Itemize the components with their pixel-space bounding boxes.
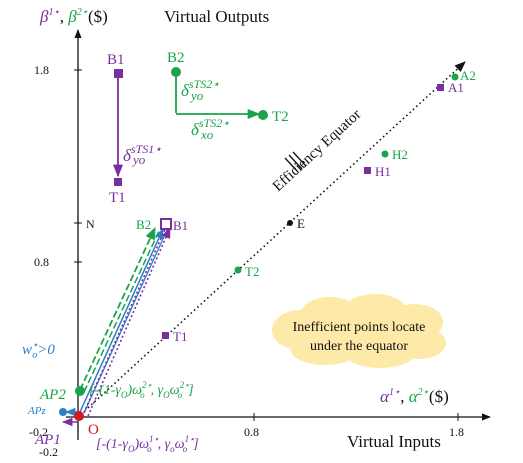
equator-tick-2: [288, 154, 303, 170]
line-ap1-b1-purple-1: [81, 226, 167, 418]
delta-yo-sts2-sub: yo: [189, 88, 204, 103]
interval-green: [-(1-γO)ω2⋆ o, γOω2⋆ o]: [89, 380, 194, 400]
cloud-shape: [272, 294, 446, 368]
point-e: [287, 220, 293, 226]
point-a2: [451, 73, 459, 81]
line-o-b1-blue-1: [79, 228, 164, 413]
y-axis-title: Virtual Outputs: [164, 7, 269, 26]
line-ap2-b2-green-1: [79, 226, 156, 391]
equator-tick-1: [284, 157, 299, 173]
x-tick-label-neg-0-2: -0.2: [29, 425, 48, 439]
delta-xo-sts2: δsTS2⋆: [191, 116, 230, 139]
label-b2-mid: B2: [136, 217, 151, 232]
efficiency-equator-line: [77, 61, 466, 418]
label-h1: H1: [375, 164, 391, 179]
delta-yo-sts2: δsTS2⋆: [181, 77, 220, 100]
n-label: N: [86, 217, 95, 231]
cloud-text-line1: Inefficient points locate: [293, 320, 426, 335]
cloud-text-line2: under the equator: [310, 339, 408, 354]
label-b2-top: B2: [167, 50, 185, 66]
label-t2-top: T2: [272, 109, 289, 125]
point-origin: [74, 411, 84, 421]
delta-xo-sts2-sub: xo: [200, 127, 214, 142]
delta-yo-sts1-sub: yo: [131, 152, 146, 167]
y-tick-label-1-8: 1.8: [34, 63, 49, 77]
point-t1-top: [114, 178, 122, 186]
point-h1: [364, 167, 371, 174]
origin-label: O: [88, 422, 99, 438]
label-ap1: AP1: [34, 432, 61, 448]
y-axis-title-greek: β1⋆, β2⋆($): [39, 7, 108, 26]
point-t1: [162, 332, 169, 339]
delta-yo-sts1: δsTS1⋆: [123, 142, 162, 165]
point-apz: [59, 408, 67, 416]
label-t1: T1: [173, 329, 187, 344]
point-h2: [381, 150, 389, 158]
label-a1: A1: [448, 80, 464, 95]
y-tick-label-0-8: 0.8: [34, 255, 49, 269]
point-b1-mid: [160, 218, 172, 230]
point-t2-top: [258, 110, 268, 120]
w-condition: w⋆ o>0: [22, 340, 55, 361]
point-t2: [234, 266, 242, 274]
line-ap2-b2-green-2: [83, 228, 161, 393]
interval-purple: [-(1-γO)ω1⋆ o, γoω1⋆ o]: [96, 434, 199, 454]
x-tick-label-1-8: 1.8: [449, 425, 464, 439]
x-tick-label-0-8: 0.8: [244, 425, 259, 439]
point-b1-top: [114, 69, 123, 78]
point-a1: [437, 84, 444, 91]
label-b1-top: B1: [107, 52, 125, 68]
x-axis-title-greek: α1⋆, α2⋆($): [380, 387, 449, 406]
y-tick-label-neg-0-2: -0.2: [39, 445, 58, 459]
point-b2-top: [171, 67, 181, 77]
label-ap2: AP2: [39, 387, 66, 403]
label-a2: A2: [460, 68, 476, 83]
x-axis-title: Virtual Inputs: [347, 432, 441, 451]
label-apz: APz: [27, 405, 46, 417]
label-e: E: [297, 216, 305, 231]
label-t2: T2: [245, 264, 259, 279]
label-h2: H2: [392, 147, 408, 162]
label-t1-top: T1: [109, 190, 126, 206]
label-b1-mid: B1: [173, 218, 188, 233]
point-ap2: [75, 386, 85, 396]
equator-tick-3: [292, 151, 307, 167]
